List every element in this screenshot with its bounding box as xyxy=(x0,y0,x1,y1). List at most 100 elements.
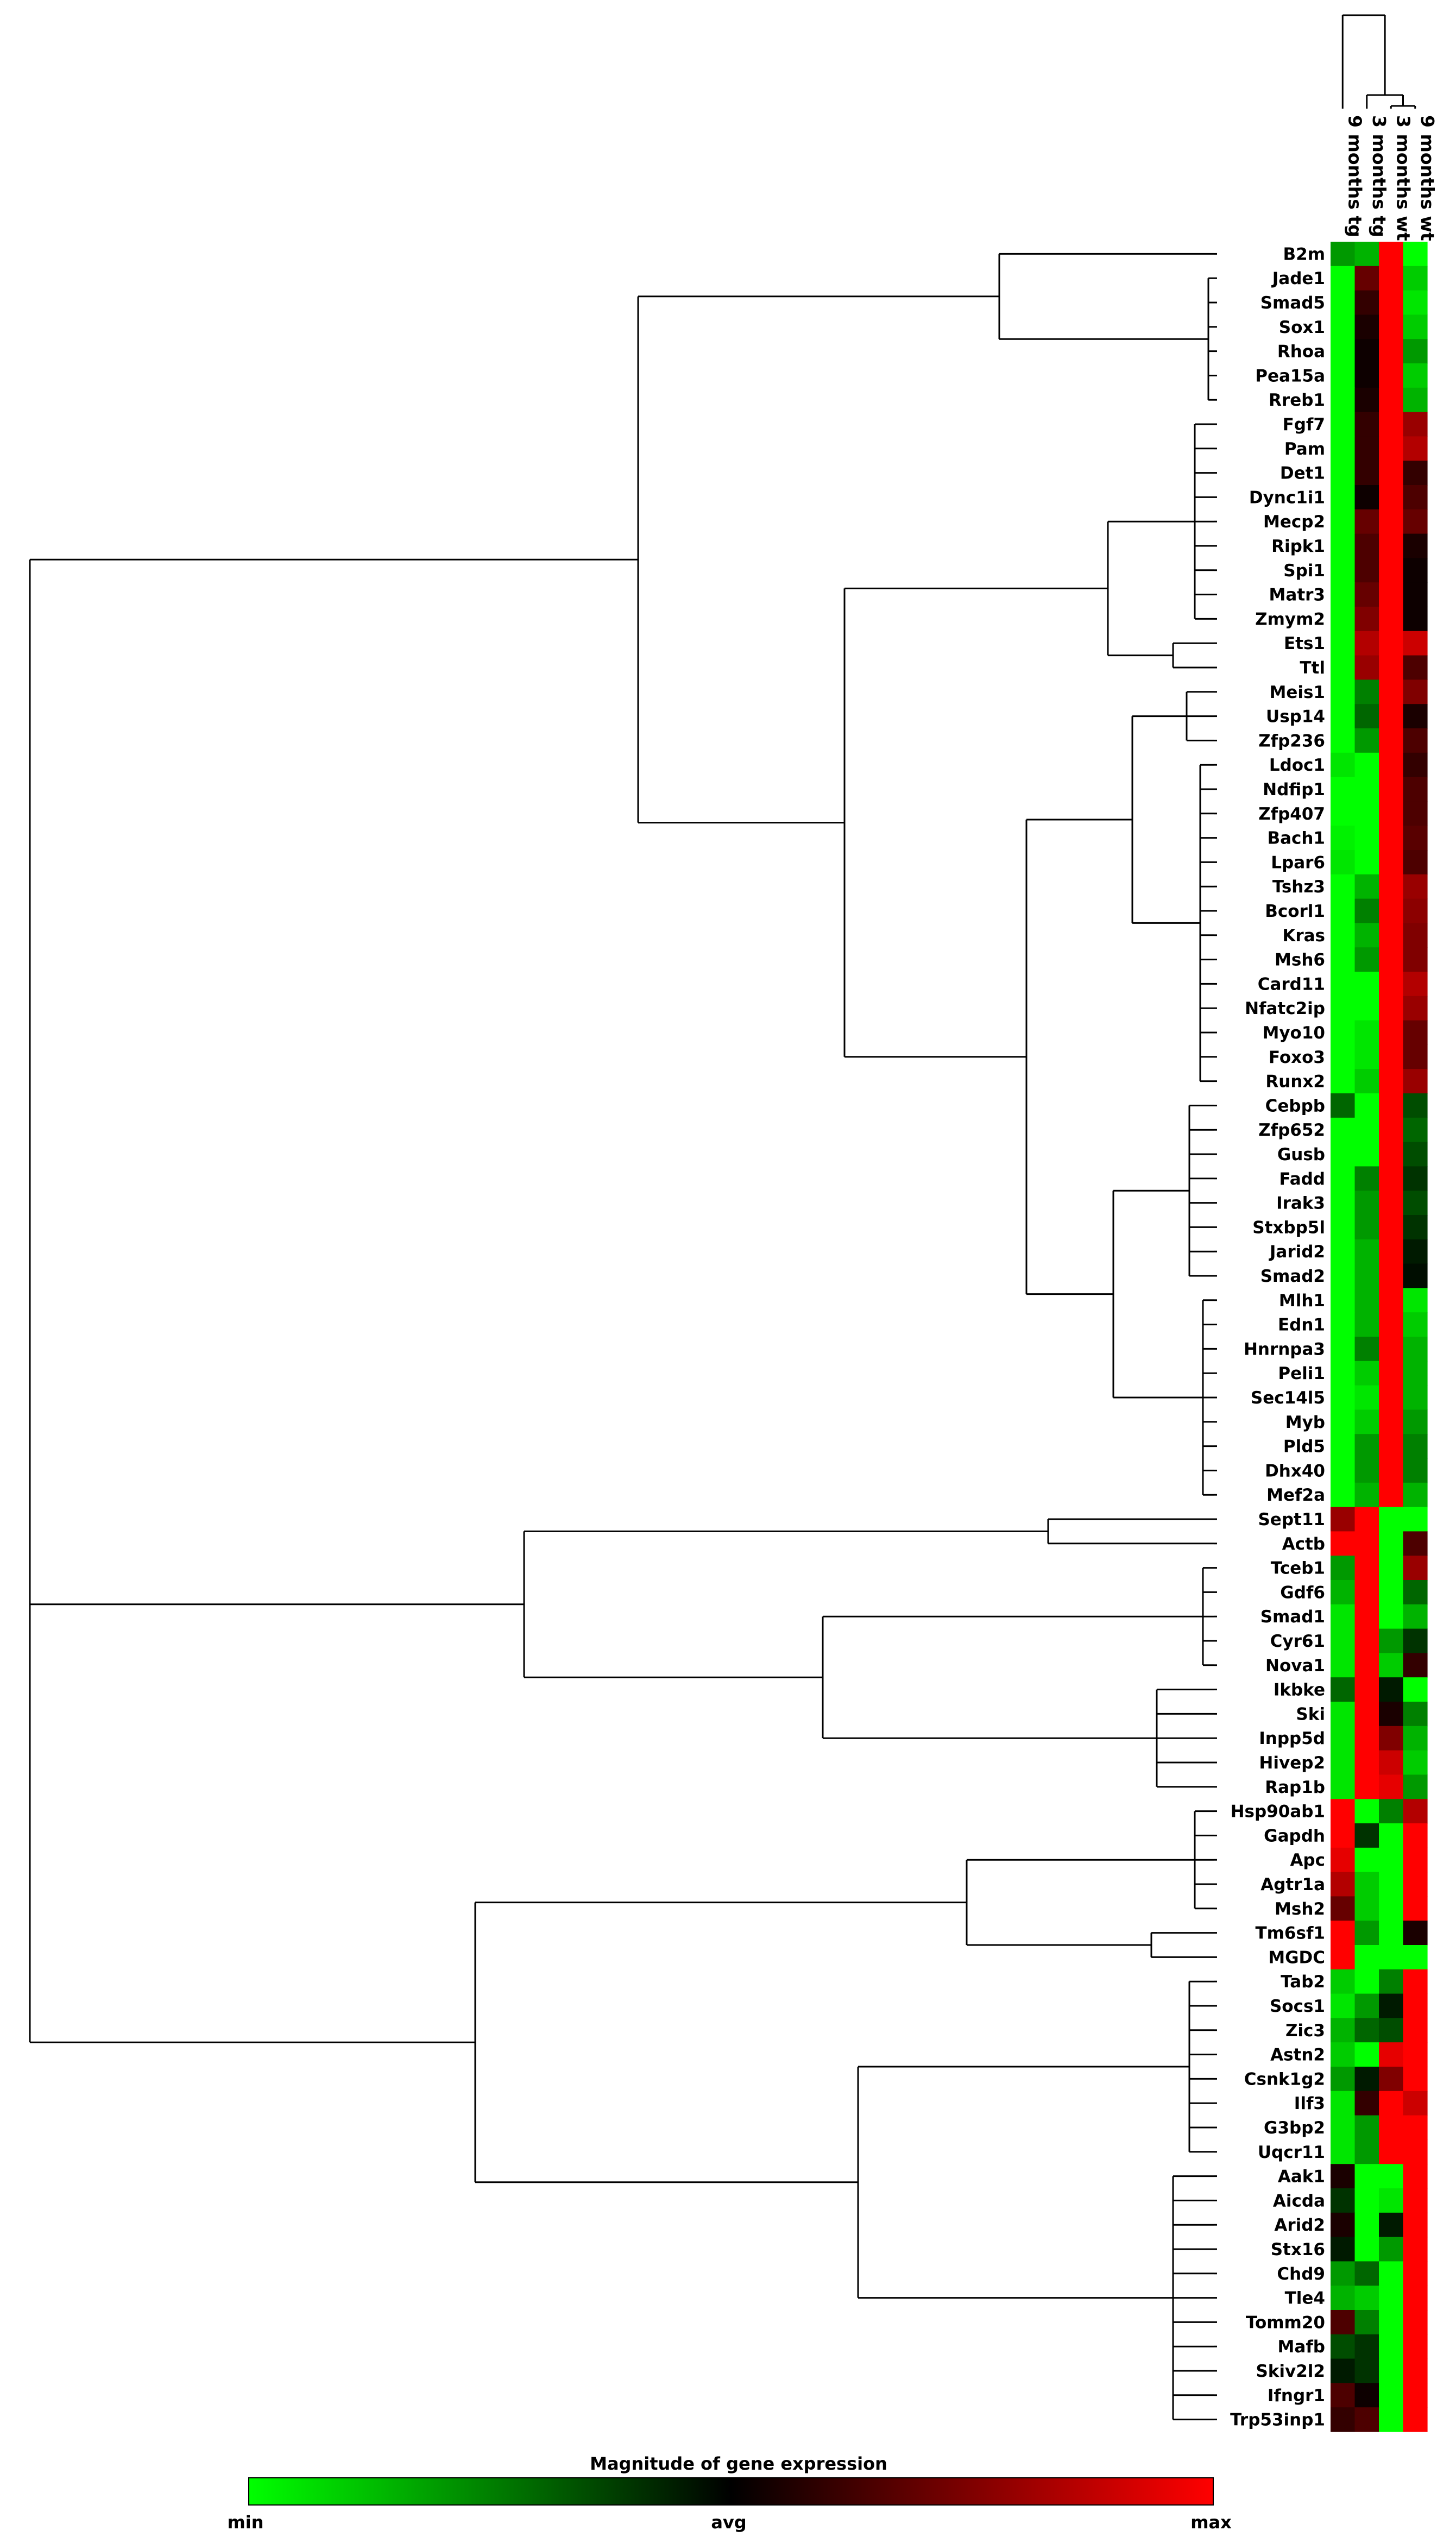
gene-label-dhx40: Dhx40 xyxy=(1265,1461,1325,1481)
gene-label-bcorl1: Bcorl1 xyxy=(1265,902,1325,921)
cell-apc-4 xyxy=(1403,1847,1428,1873)
cell-zfp407-4 xyxy=(1403,801,1428,826)
cell-smad1-4 xyxy=(1403,1604,1428,1629)
cell-gdf6-1 xyxy=(1331,1580,1356,1605)
cell-pam-3 xyxy=(1379,436,1404,461)
cell-g3bp2-3 xyxy=(1379,2115,1404,2140)
cell-cyr61-4 xyxy=(1403,1628,1428,1653)
gene-label-jade1: Jade1 xyxy=(1271,269,1325,288)
gene-label-ttl: Ttl xyxy=(1300,658,1325,678)
cell-skiv2l2-3 xyxy=(1379,2358,1404,2383)
cell-arid2-2 xyxy=(1354,2212,1379,2238)
gene-label-matr3: Matr3 xyxy=(1269,586,1325,605)
cell-fadd-2 xyxy=(1354,1166,1379,1191)
cell-mgdc-3 xyxy=(1379,1945,1404,1970)
cell-peli1-3 xyxy=(1379,1361,1404,1386)
gene-label-msh2: Msh2 xyxy=(1275,1899,1325,1919)
cell-fadd-4 xyxy=(1403,1166,1428,1191)
cell-jarid2-3 xyxy=(1379,1239,1404,1264)
cell-dhx40-1 xyxy=(1331,1458,1356,1483)
cell-nova1-2 xyxy=(1354,1653,1379,1678)
cell-zfp407-3 xyxy=(1379,801,1404,826)
cell-smad1-3 xyxy=(1379,1604,1404,1629)
gene-label-meis1: Meis1 xyxy=(1269,683,1325,702)
gene-label-mlh1: Mlh1 xyxy=(1279,1291,1325,1311)
cell-matr3-3 xyxy=(1379,582,1404,607)
cell-ttl-3 xyxy=(1379,655,1404,680)
cell-cyr61-3 xyxy=(1379,1628,1404,1653)
cell-tm6sf1-4 xyxy=(1403,1921,1428,1946)
cell-socs1-2 xyxy=(1354,1993,1379,2018)
cell-tomm20-3 xyxy=(1379,2310,1404,2335)
cell-bcorl1-1 xyxy=(1331,898,1356,923)
cell-nfatc2ip-3 xyxy=(1379,996,1404,1021)
cell-smad5-3 xyxy=(1379,290,1404,315)
cell-fgf7-2 xyxy=(1354,412,1379,437)
cell-socs1-3 xyxy=(1379,1993,1404,2018)
gene-label-actb: Actb xyxy=(1282,1534,1325,1554)
cell-sept11-3 xyxy=(1379,1507,1404,1532)
cell-bcorl1-3 xyxy=(1379,898,1404,923)
cell-ski-2 xyxy=(1354,1702,1379,1727)
cell-card11-1 xyxy=(1331,972,1356,997)
cell-runx2-2 xyxy=(1354,1069,1379,1094)
cell-det1-3 xyxy=(1379,461,1404,486)
cell-gapdh-3 xyxy=(1379,1823,1404,1848)
cell-inpp5d-1 xyxy=(1331,1726,1356,1751)
cell-trp53inp1-4 xyxy=(1403,2407,1428,2432)
cell-gapdh-4 xyxy=(1403,1823,1428,1848)
cell-kras-4 xyxy=(1403,923,1428,948)
cell-jade1-3 xyxy=(1379,266,1404,291)
cell-tshz3-2 xyxy=(1354,874,1379,899)
cell-sept11-4 xyxy=(1403,1507,1428,1532)
cell-pld5-3 xyxy=(1379,1434,1404,1459)
gene-label-pam: Pam xyxy=(1284,439,1325,459)
cell-tle4-1 xyxy=(1331,2286,1356,2311)
gene-label-det1: Det1 xyxy=(1280,464,1325,483)
gene-label-ripk1: Ripk1 xyxy=(1271,537,1325,556)
gene-label-tceb1: Tceb1 xyxy=(1271,1559,1325,1578)
cell-b2m-4 xyxy=(1403,242,1428,267)
gene-label-sec14l5: Sec14l5 xyxy=(1251,1388,1325,1408)
cell-aak1-1 xyxy=(1331,2164,1356,2189)
cell-arid2-1 xyxy=(1331,2212,1356,2238)
gene-label-zmym2: Zmym2 xyxy=(1255,609,1325,629)
gene-label-kras: Kras xyxy=(1282,926,1325,946)
cell-arid2-3 xyxy=(1379,2212,1404,2238)
cell-foxo3-4 xyxy=(1403,1044,1428,1069)
cell-rreb1-1 xyxy=(1331,387,1356,413)
cell-nova1-4 xyxy=(1403,1653,1428,1678)
cell-myo10-3 xyxy=(1379,1020,1404,1045)
cell-mef2a-2 xyxy=(1354,1482,1379,1508)
cell-bach1-2 xyxy=(1354,826,1379,851)
cell-nova1-1 xyxy=(1331,1653,1356,1678)
cell-rreb1-3 xyxy=(1379,387,1404,413)
cell-zic3-1 xyxy=(1331,2018,1356,2043)
cell-matr3-1 xyxy=(1331,582,1356,607)
cell-edn1-3 xyxy=(1379,1312,1404,1337)
cell-sox1-1 xyxy=(1331,314,1356,339)
cell-gapdh-1 xyxy=(1331,1823,1356,1848)
gene-label-chd9: Chd9 xyxy=(1277,2264,1325,2284)
cell-zfp652-1 xyxy=(1331,1117,1356,1143)
cell-aicda-1 xyxy=(1331,2188,1356,2213)
cell-mlh1-4 xyxy=(1403,1288,1428,1313)
cell-sec14l5-3 xyxy=(1379,1385,1404,1410)
gene-label-skiv2l2: Skiv2l2 xyxy=(1256,2362,1325,2381)
gene-label-fadd: Fadd xyxy=(1279,1169,1325,1189)
cell-rap1b-4 xyxy=(1403,1774,1428,1799)
gene-label-myo10: Myo10 xyxy=(1263,1023,1326,1043)
cell-irak3-2 xyxy=(1354,1191,1379,1216)
cell-edn1-4 xyxy=(1403,1312,1428,1337)
gene-label-gapdh: Gapdh xyxy=(1264,1826,1325,1846)
gene-label-cebpb: Cebpb xyxy=(1265,1096,1325,1116)
cell-mecp2-4 xyxy=(1403,509,1428,534)
gene-label-smad2: Smad2 xyxy=(1260,1267,1325,1286)
gene-label-g3bp2: G3bp2 xyxy=(1264,2118,1325,2138)
cell-ndfip1-4 xyxy=(1403,777,1428,802)
gene-label-rhoa: Rhoa xyxy=(1277,342,1325,362)
cell-mef2a-1 xyxy=(1331,1482,1356,1508)
gene-label-b2m: B2m xyxy=(1283,244,1326,264)
cell-b2m-1 xyxy=(1331,242,1356,267)
legend-max-label: max xyxy=(1190,2512,1232,2533)
